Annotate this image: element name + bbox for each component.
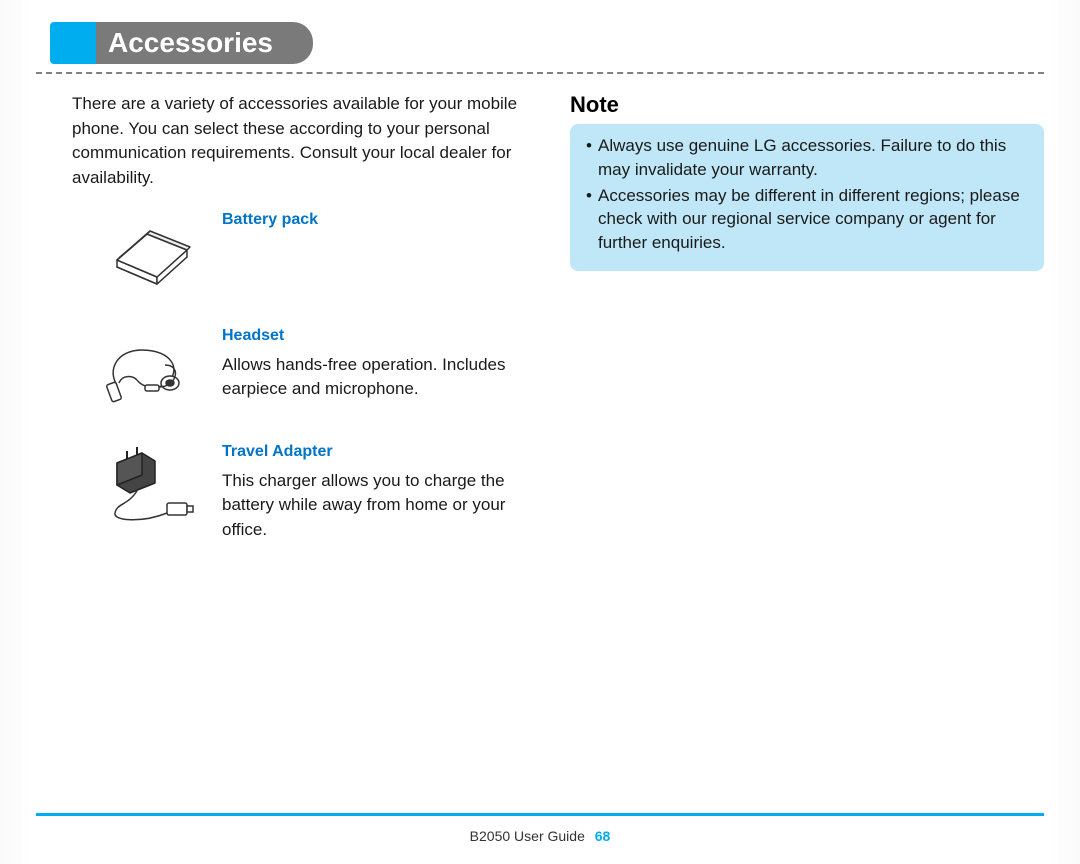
header-accent-block (50, 22, 96, 64)
footer-accent-rule (36, 813, 1044, 816)
note-bullet: Always use genuine LG accessories. Failu… (584, 134, 1030, 182)
accessory-desc: Allows hands-free operation. Includes ea… (222, 353, 522, 402)
accessory-item-travel-adapter: Travel Adapter This charger allows you t… (72, 441, 546, 543)
travel-adapter-icon (72, 441, 222, 531)
headset-icon (72, 325, 222, 415)
accessory-title: Battery pack (222, 211, 318, 229)
right-column: Note Always use genuine LG accessories. … (570, 92, 1044, 784)
accessory-body: Headset Allows hands-free operation. Inc… (222, 325, 522, 402)
accessory-body: Travel Adapter This charger allows you t… (222, 441, 522, 543)
accessory-item-battery: Battery pack (72, 209, 546, 299)
accessory-title: Travel Adapter (222, 443, 522, 461)
accessory-body: Battery pack (222, 209, 318, 237)
note-callout-box: Always use genuine LG accessories. Failu… (570, 124, 1044, 271)
note-heading: Note (570, 92, 1044, 118)
section-title: Accessories (96, 22, 313, 64)
footer: B2050 User Guide 68 (0, 828, 1080, 844)
manual-page: Accessories There are a variety of acces… (0, 0, 1080, 864)
content-columns: There are a variety of accessories avail… (72, 92, 1044, 784)
footer-guide-label: B2050 User Guide (470, 828, 585, 844)
note-bullet: Accessories may be different in differen… (584, 184, 1030, 255)
left-column: There are a variety of accessories avail… (72, 92, 546, 784)
footer-page-number: 68 (595, 828, 611, 844)
horizontal-dashed-rule (36, 72, 1044, 74)
note-bullet-list: Always use genuine LG accessories. Failu… (584, 134, 1030, 255)
accessory-item-headset: Headset Allows hands-free operation. Inc… (72, 325, 546, 415)
battery-pack-icon (72, 209, 222, 299)
section-header: Accessories (50, 22, 313, 64)
intro-paragraph: There are a variety of accessories avail… (72, 92, 546, 191)
accessory-title: Headset (222, 327, 522, 345)
accessory-desc: This charger allows you to charge the ba… (222, 469, 522, 543)
accessory-list: Battery pack (72, 209, 546, 543)
